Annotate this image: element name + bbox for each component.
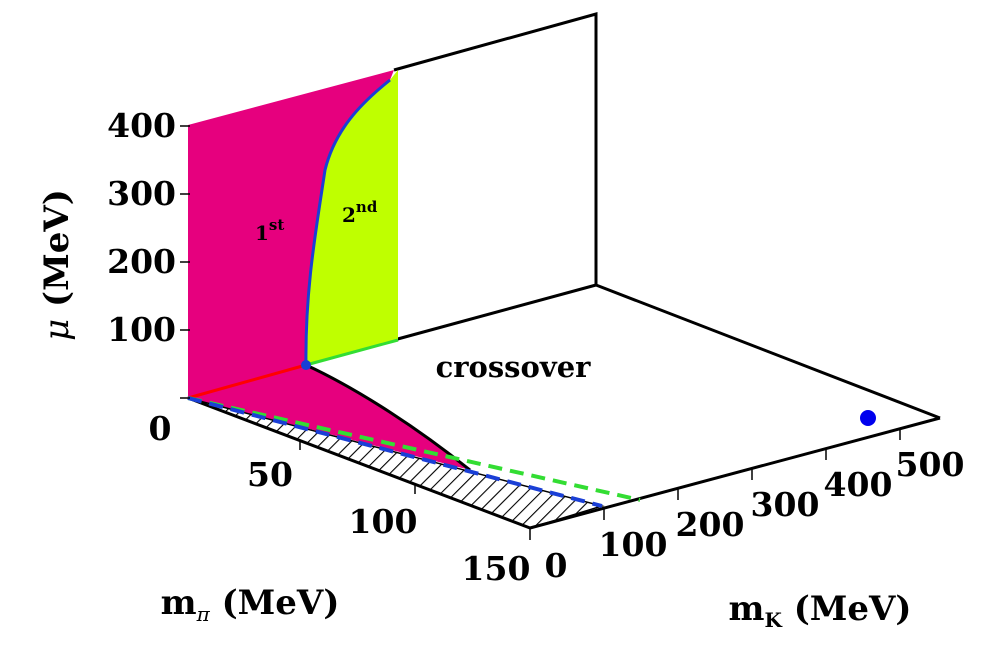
physical-point xyxy=(860,410,876,426)
first-order-surface xyxy=(188,70,394,398)
mk-tick-label: 100 xyxy=(599,525,668,564)
critical-point xyxy=(301,360,311,370)
mpi-ticks xyxy=(299,440,416,494)
boundary-line xyxy=(304,78,391,366)
mpi-tick-label: 150 xyxy=(462,549,531,588)
mk-tick-label: 400 xyxy=(824,465,893,504)
mk-tick-label: 300 xyxy=(751,485,820,524)
mu-tick-label: 200 xyxy=(107,242,176,281)
first-order-base-line xyxy=(187,363,307,400)
mu-tick-label: 400 xyxy=(107,106,176,145)
floor-left-back-edge xyxy=(393,283,597,342)
dashed-blue-line xyxy=(187,396,603,508)
first-order-label: 1st xyxy=(255,216,284,245)
dashed-green-line xyxy=(187,396,641,502)
mpi-axis-title: mπ (MeV) xyxy=(161,583,340,626)
second-order-surface xyxy=(305,70,398,365)
second-order-label: 2nd xyxy=(342,198,378,227)
back-wall-frame xyxy=(393,12,598,285)
floor-right-edge xyxy=(529,416,941,530)
mk-tick-label: 500 xyxy=(896,445,965,484)
mpi-axis-line xyxy=(187,396,531,530)
mu-tick-label: 100 xyxy=(107,310,176,349)
mpi-tick-label: 0 xyxy=(149,409,172,448)
mu-tick-label: 300 xyxy=(107,174,176,213)
mk-axis-title: mK (MeV) xyxy=(728,589,911,632)
crossover-label: crossover xyxy=(436,350,592,384)
second-order-base-line xyxy=(305,338,399,367)
mpi-tick-label: 100 xyxy=(349,502,418,541)
mu-ticks xyxy=(180,125,190,399)
mk-tick-label: 0 xyxy=(545,546,568,585)
mpi-tick-label: 50 xyxy=(247,455,293,494)
mu-axis-title: μ (MeV) xyxy=(37,189,77,341)
floor-back-edge xyxy=(595,283,941,420)
floor-first-order-region xyxy=(188,365,470,470)
mk-ticks xyxy=(529,428,901,540)
mk-tick-label: 200 xyxy=(676,505,745,544)
